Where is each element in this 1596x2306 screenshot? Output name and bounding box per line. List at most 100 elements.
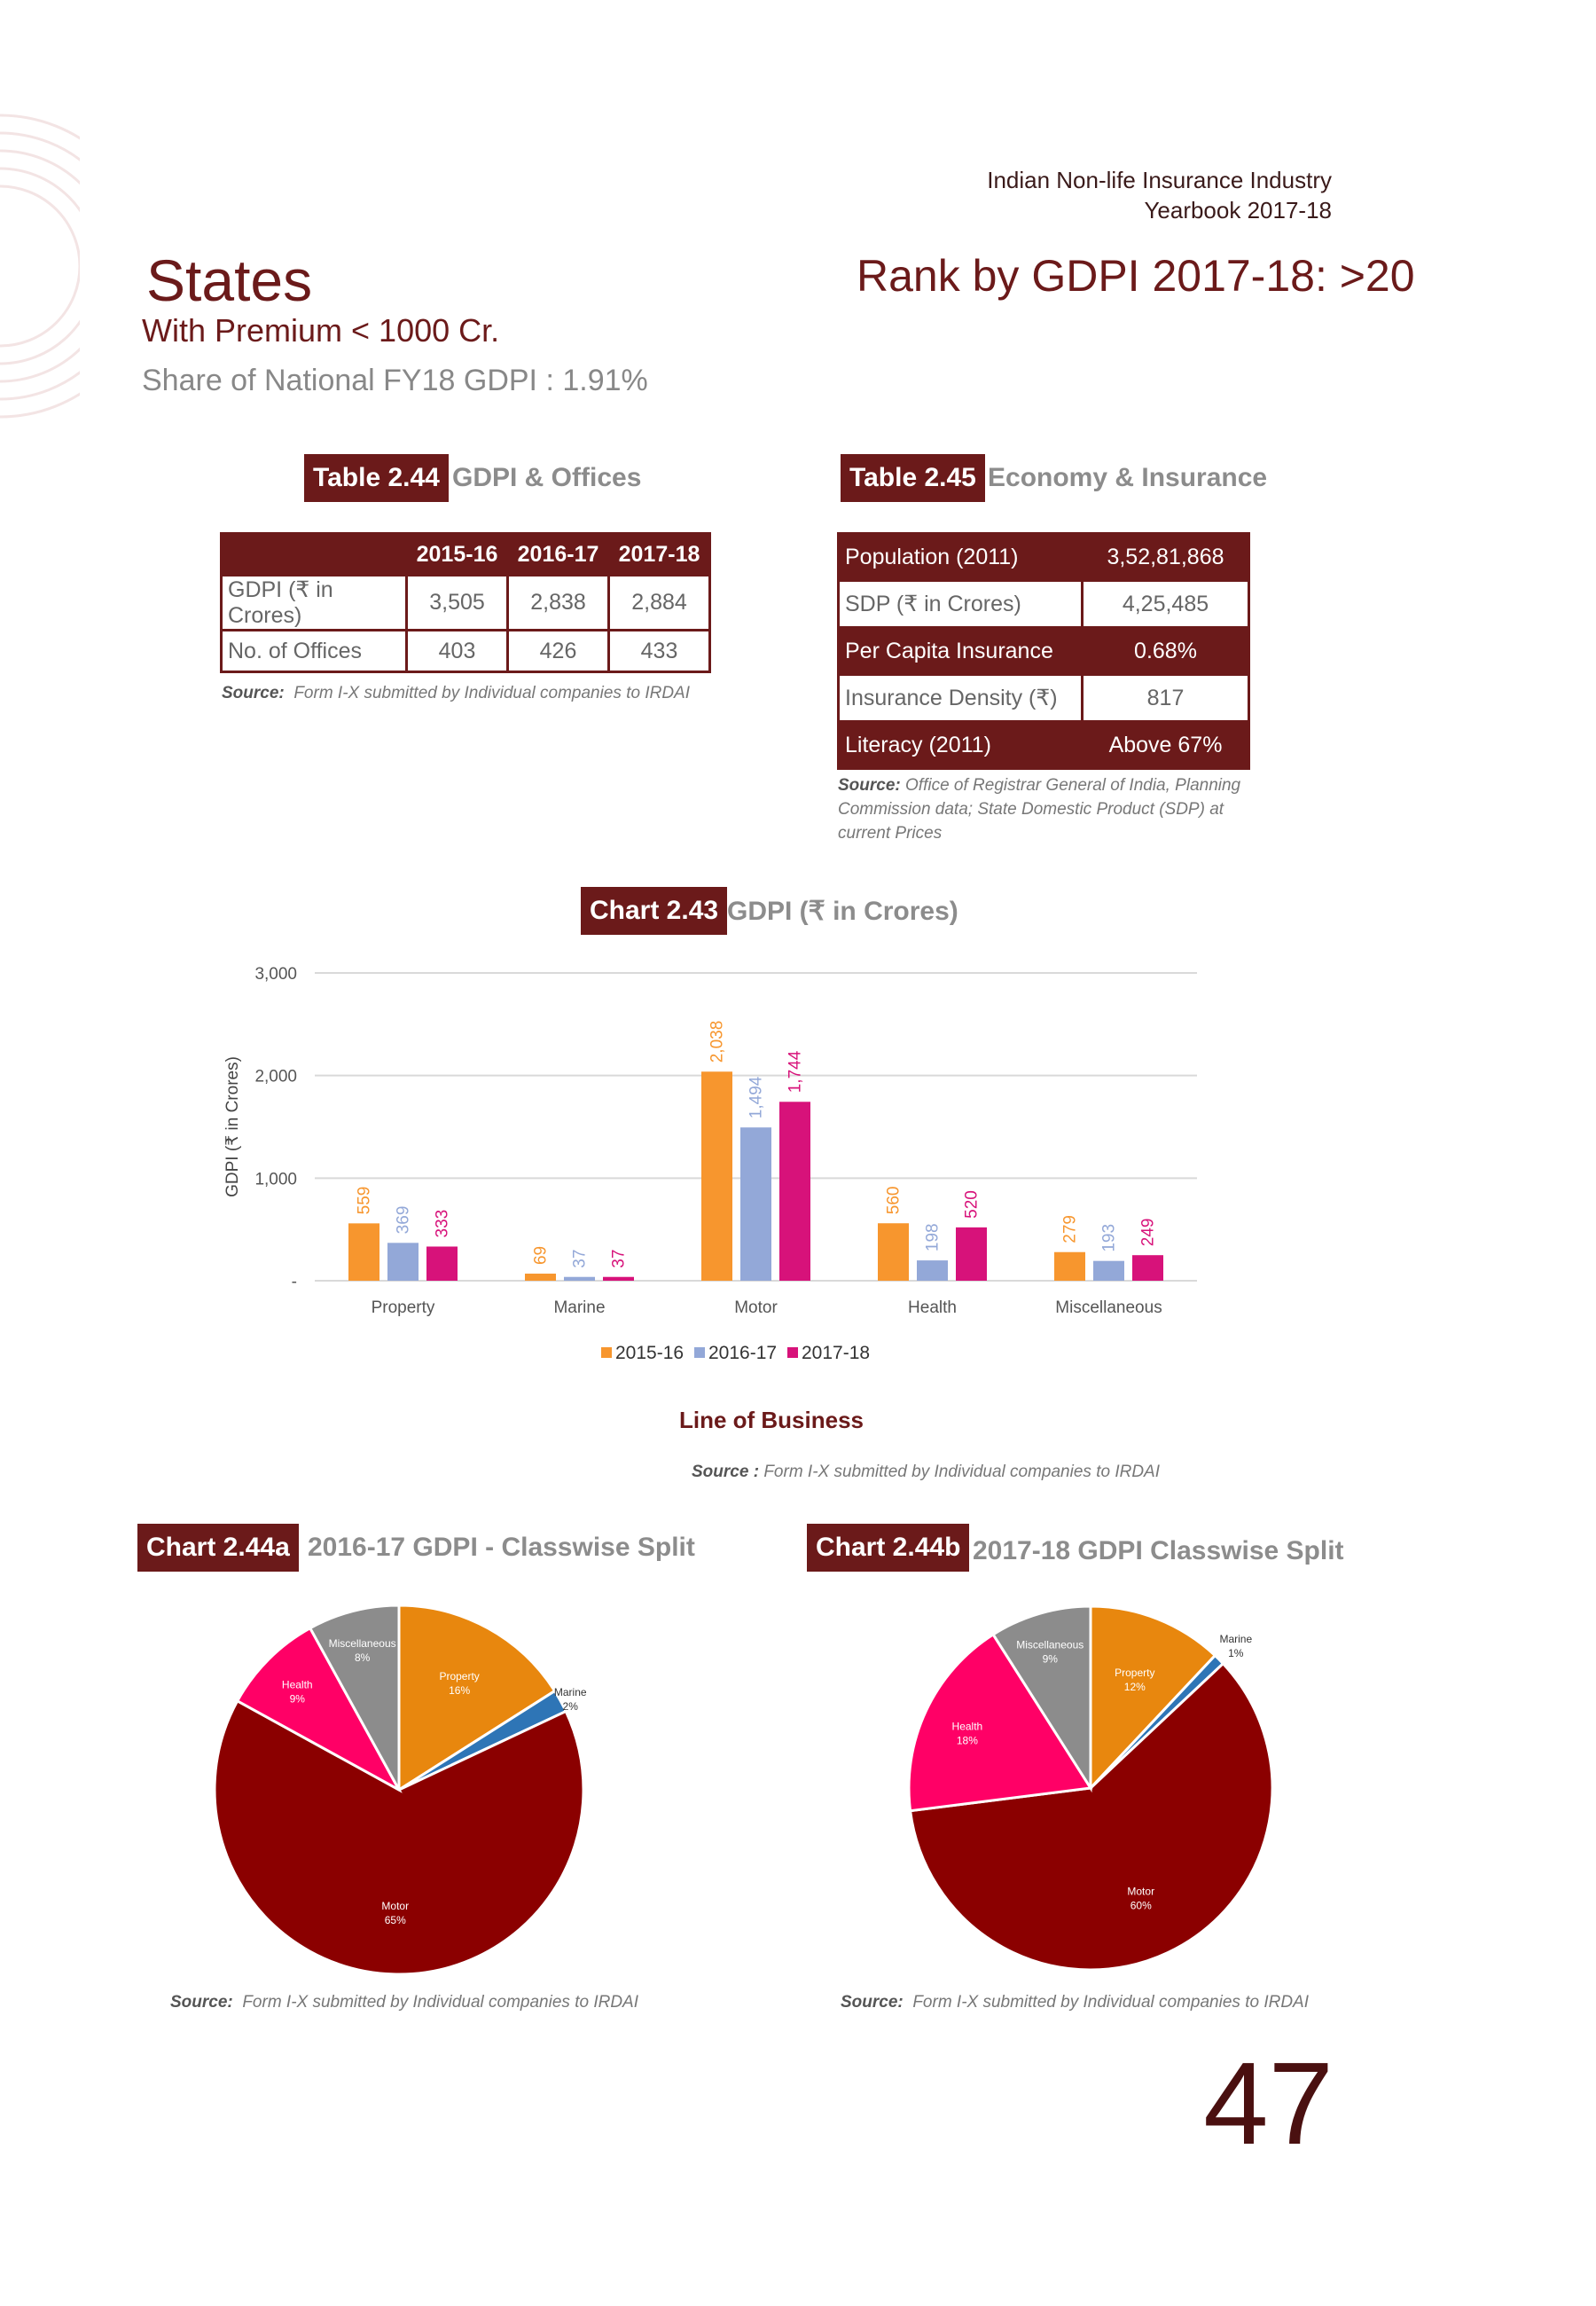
slice-percent: 16% (449, 1684, 470, 1697)
x-tick-label: Property (372, 1298, 435, 1317)
cell-value: 2,884 (607, 574, 711, 631)
slice-percent: 65% (385, 1914, 406, 1926)
chart-43-title: GDPI (₹ in Crores) (727, 897, 958, 926)
source-text: Form I-X submitted by Individual compani… (242, 1993, 638, 2012)
y-tick-label: - (292, 1273, 297, 1291)
pie-chart-2017-18: Property 12% Marine 1% Motor 60% Health 18% Misc… (907, 1604, 1274, 1972)
y-tick-label: 3,000 (254, 965, 297, 984)
pie-slice (907, 1632, 1093, 1813)
x-tick-label: Motor (734, 1298, 778, 1317)
row-label: Population (2011) (837, 532, 1084, 582)
bar (701, 1071, 732, 1281)
source-text: Office of Registrar General of India, Pl… (838, 776, 1241, 843)
slice-percent: 9% (1043, 1653, 1059, 1666)
x-tick-label: Marine (553, 1298, 605, 1317)
table-45-number: Table 2.45 (841, 454, 985, 502)
table-row: SDP (₹ in Crores) 4,25,485 (837, 579, 1250, 629)
table-row: GDPI (₹ in Crores) 3,505 2,838 2,884 (220, 574, 711, 631)
slice-percent: 2% (563, 1700, 579, 1713)
row-label: Insurance Density (₹) (837, 673, 1084, 723)
slice-label: Motor (381, 1900, 409, 1912)
data-label: 69 (532, 1246, 551, 1265)
gdpi-bar-chart: - 1,000 2,000 3,000 GDPI (₹ in Crores) Proper… (223, 965, 1197, 1433)
source-text: Form I-X submitted by Individual compani… (912, 1993, 1309, 2012)
economy-insurance-table: Population (2011) 3,52,81,868 SDP (₹ in … (837, 532, 1250, 770)
data-label: 279 (1061, 1215, 1080, 1243)
slice-label: Motor (1127, 1886, 1154, 1898)
data-label: 333 (434, 1210, 452, 1238)
bar (956, 1227, 987, 1281)
bar (1132, 1255, 1163, 1281)
row-label: Literacy (2011) (837, 720, 1084, 770)
slice-label: Miscellaneous (1016, 1639, 1084, 1651)
slice-label: Miscellaneous (329, 1637, 396, 1650)
row-label: GDPI (₹ in Crores) (220, 574, 408, 631)
table-44-number: Table 2.44 (304, 454, 449, 502)
y-axis-label: GDPI (₹ in Crores) (223, 1056, 242, 1197)
data-label: 2,038 (708, 1021, 727, 1063)
page-title: States (146, 247, 313, 313)
bar (878, 1223, 909, 1281)
chart-44b-number: Chart 2.44b (807, 1524, 970, 1572)
legend-swatch (787, 1347, 798, 1358)
chart-44b-title: 2017-18 GDPI Classwise Split (973, 1536, 1344, 1565)
running-header: Indian Non-life Insurance Industry Yearb… (987, 165, 1332, 225)
legend-swatch (694, 1347, 705, 1358)
legend-label: 2016-17 (708, 1343, 777, 1363)
bar (426, 1246, 458, 1281)
bar (387, 1243, 419, 1281)
data-label: 249 (1139, 1218, 1158, 1246)
x-tick-label: Miscellaneous (1055, 1298, 1162, 1317)
table-44-source: Source: Form I-X submitted by Individual… (222, 681, 690, 705)
data-label: 1,744 (786, 1050, 805, 1093)
pie-slice (908, 1661, 1274, 1972)
cell-value: 403 (405, 629, 509, 673)
data-label: 520 (963, 1190, 982, 1219)
pie-slice (991, 1604, 1092, 1793)
row-label: SDP (₹ in Crores) (837, 579, 1084, 629)
bar (1093, 1260, 1124, 1281)
source-label: Source: (170, 1993, 233, 2012)
cell-value: 817 (1081, 673, 1250, 723)
data-label: 37 (610, 1250, 629, 1268)
cell-value: 4,25,485 (1081, 579, 1250, 629)
bar (1054, 1251, 1085, 1281)
cell-value: 0.68% (1081, 626, 1250, 676)
rank-heading: Rank by GDPI 2017-18: >20 (857, 251, 1415, 301)
pie-slice (308, 1604, 401, 1791)
chart-43-source: Source : Form I-X submitted by Individua… (692, 1460, 1160, 1484)
gdpi-offices-table: 2015-16 2016-17 2017-18 GDPI (₹ in Crore… (220, 532, 711, 673)
legend-label: 2017-18 (802, 1343, 870, 1363)
table-header-cell: 2017-18 (607, 532, 711, 576)
slice-label: Marine (1219, 1633, 1252, 1645)
y-tick-label: 2,000 (254, 1068, 297, 1086)
data-label: 369 (395, 1206, 413, 1235)
source-text: Form I-X submitted by Individual compani… (293, 684, 690, 702)
chart-44b-source: Source: Form I-X submitted by Individual… (841, 1990, 1309, 2014)
legend-swatch (601, 1347, 612, 1358)
pie-slice (1089, 1604, 1217, 1792)
slice-percent: 1% (1228, 1647, 1244, 1659)
table-row: No. of Offices 403 426 433 (220, 629, 711, 673)
pie-slice (397, 1604, 557, 1792)
slice-percent: 9% (290, 1692, 306, 1705)
table-44-title: GDPI & Offices (452, 463, 642, 492)
page-number: 47 (1203, 2038, 1334, 2169)
source-label: Source : (692, 1463, 760, 1481)
pie-slice (213, 1698, 585, 1976)
table-header-cell: 2015-16 (405, 532, 509, 576)
table-header-cell: 2016-17 (506, 532, 610, 576)
bar (603, 1276, 634, 1281)
pie-slice (235, 1626, 403, 1793)
slice-percent: 8% (355, 1651, 371, 1664)
data-label: 193 (1100, 1224, 1119, 1252)
cell-value: 2,838 (506, 574, 610, 631)
table-row: Insurance Density (₹) 817 (837, 673, 1250, 723)
table-row: Population (2011) 3,52,81,868 (837, 532, 1250, 582)
chart-43-number: Chart 2.43 (581, 887, 728, 935)
header-line-2: Yearbook 2017-18 (1144, 197, 1332, 224)
x-tick-label: Health (908, 1298, 957, 1317)
table-45-source: Source: Office of Registrar General of I… (838, 773, 1255, 845)
x-axis-label: Line of Business (679, 1407, 864, 1433)
cell-value: Above 67% (1081, 720, 1250, 770)
